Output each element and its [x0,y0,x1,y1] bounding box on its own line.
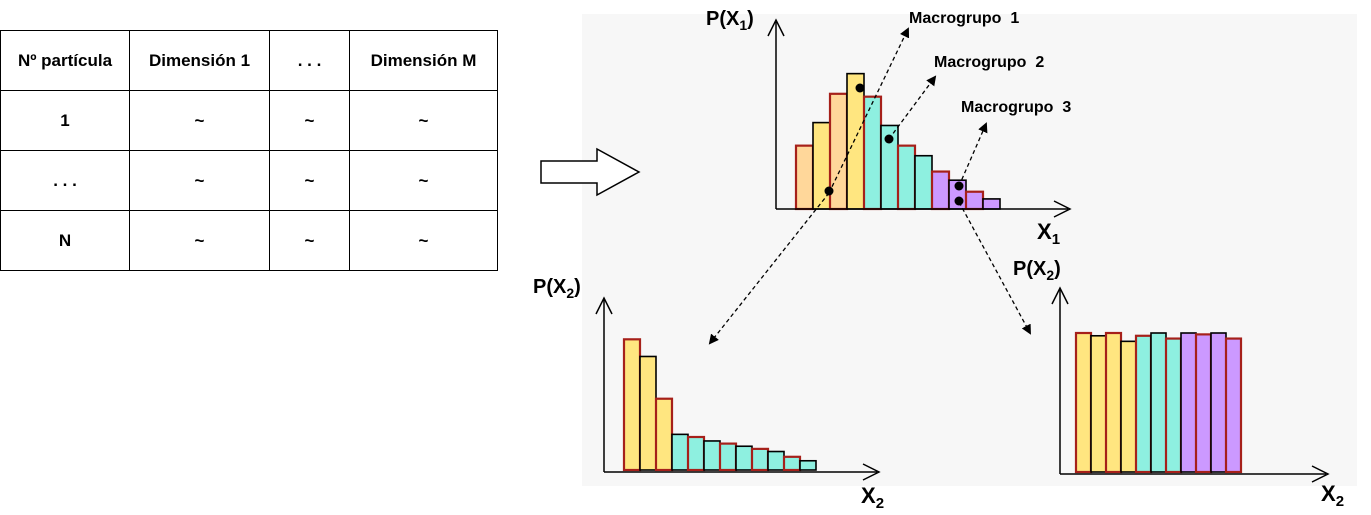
top-x-arrowhead-icon [1053,200,1072,218]
bottom-right-histogram-bar [1150,332,1167,473]
bottom-right-histogram-bars [1074,331,1243,474]
table-row: 1 ~ ~ ~ [0,90,498,151]
cell-value: ~ [269,150,350,211]
bottom-right-x-label: X2 [1321,481,1344,510]
cell-value: ~ [129,210,270,271]
bottom-left-x-arrowhead-icon [862,463,881,481]
bottom-left-y-arrowhead-icon [595,296,613,315]
macrogrupo-2-arrow [888,75,937,140]
bottom-right-histogram-bar [1180,332,1197,473]
macrogrupo-1-label: Macrogrupo 1 [909,10,1019,27]
bottom-left-histogram-bar [799,459,817,471]
top-histogram-bars [794,72,1001,211]
macrogrupo-2-label: Macrogrupo 2 [934,54,1044,71]
bottom-right-histogram-bar [1210,332,1227,473]
bottom-left-histogram-bar [671,433,689,471]
header-dimension-1: Dimensión 1 [129,30,270,91]
bottom-left-histogram-bar [654,397,674,472]
top-y-arrowhead-icon [767,18,785,37]
header-particle-number: Nº partícula [0,30,130,91]
macrogrupo-1-link-arrow [708,192,830,345]
bottom-right-y-arrowhead-icon [1051,286,1069,305]
macrogrupo-3-dot [954,196,964,206]
bottom-right-y-label: P(X2) [1013,258,1061,283]
bottom-left-histogram-bar [703,440,721,471]
top-histogram-bar [964,190,985,211]
top-y-label: P(X1) [706,8,754,33]
macrogrupo-1-dot [824,186,834,196]
top-histogram-bar [862,95,883,211]
table-header-row: Nº partícula Dimensión 1 . . . Dimensión… [0,30,498,91]
macrogrupo-3-label: Macrogrupo 3 [961,99,1071,116]
cell-value: ~ [349,150,498,211]
transform-arrow-icon [540,147,641,197]
bottom-left-histogram: P(X2) X2 [533,276,884,512]
header-ellipsis: . . . [269,30,350,91]
bottom-right-histogram-bar [1194,333,1213,474]
table-row: N ~ ~ ~ [0,210,498,271]
cell-value: ~ [349,90,498,151]
cell-value: ~ [269,90,350,151]
top-histogram-bar [896,144,917,211]
bottom-right-histogram-bar [1224,337,1243,474]
macrogrupo-1-arrow [828,27,910,194]
cell-particle-id: N [0,210,130,271]
bottom-left-histogram-bar [718,442,738,472]
top-histogram-bar [914,154,933,210]
top-histogram-bar [930,170,951,211]
bottom-left-histogram-bar [782,455,802,472]
bottom-left-histogram-bars [622,338,817,472]
top-x-label: X1 [1037,219,1060,248]
bottom-left-y-label: P(X2) [533,276,581,301]
bottom-left-x-label: X2 [861,483,884,512]
top-histogram-bar [812,121,831,210]
cell-particle-id: 1 [0,90,130,151]
cell-value: ~ [349,210,498,271]
bottom-right-x-arrowhead-icon [1311,465,1330,483]
bottom-right-histogram-bar [1074,331,1093,474]
macrogrupo-1-dot [855,83,865,93]
bottom-right-histogram-bar [1120,340,1137,473]
bottom-right-histogram-bar [1090,334,1107,473]
macrogrupo-3-arrow [958,122,988,187]
cell-particle-id: . . . [0,150,130,211]
top-histogram-bar [794,144,815,211]
bottom-right-histogram: P(X2) X2 [1013,258,1344,510]
bottom-left-histogram-bar [735,445,753,471]
bottom-right-histogram-bar [1164,337,1183,474]
macrogrupo-3-link-arrow [958,201,1031,335]
top-histogram-bar [982,198,1001,210]
macrogrupo-3-dot [954,181,964,191]
bottom-left-histogram-bar [686,435,706,472]
bottom-left-histogram-bar [639,355,657,471]
bottom-right-histogram-bar [1104,331,1123,474]
bottom-left-histogram-bar [750,447,770,472]
bottom-right-histogram-bar [1134,334,1153,474]
top-histogram: P(X1) X1 Macrogrupo 1 Macrogrupo 2 Macro… [706,8,1072,345]
top-histogram-bar [846,72,865,210]
table-row: . . . ~ ~ ~ [0,150,498,211]
bottom-left-histogram-bar [622,338,642,472]
cell-value: ~ [129,150,270,211]
macrogrupo-2-dot [884,134,894,144]
bottom-left-histogram-bar [767,450,785,471]
particle-table: Nº partícula Dimensión 1 . . . Dimensión… [0,30,498,271]
